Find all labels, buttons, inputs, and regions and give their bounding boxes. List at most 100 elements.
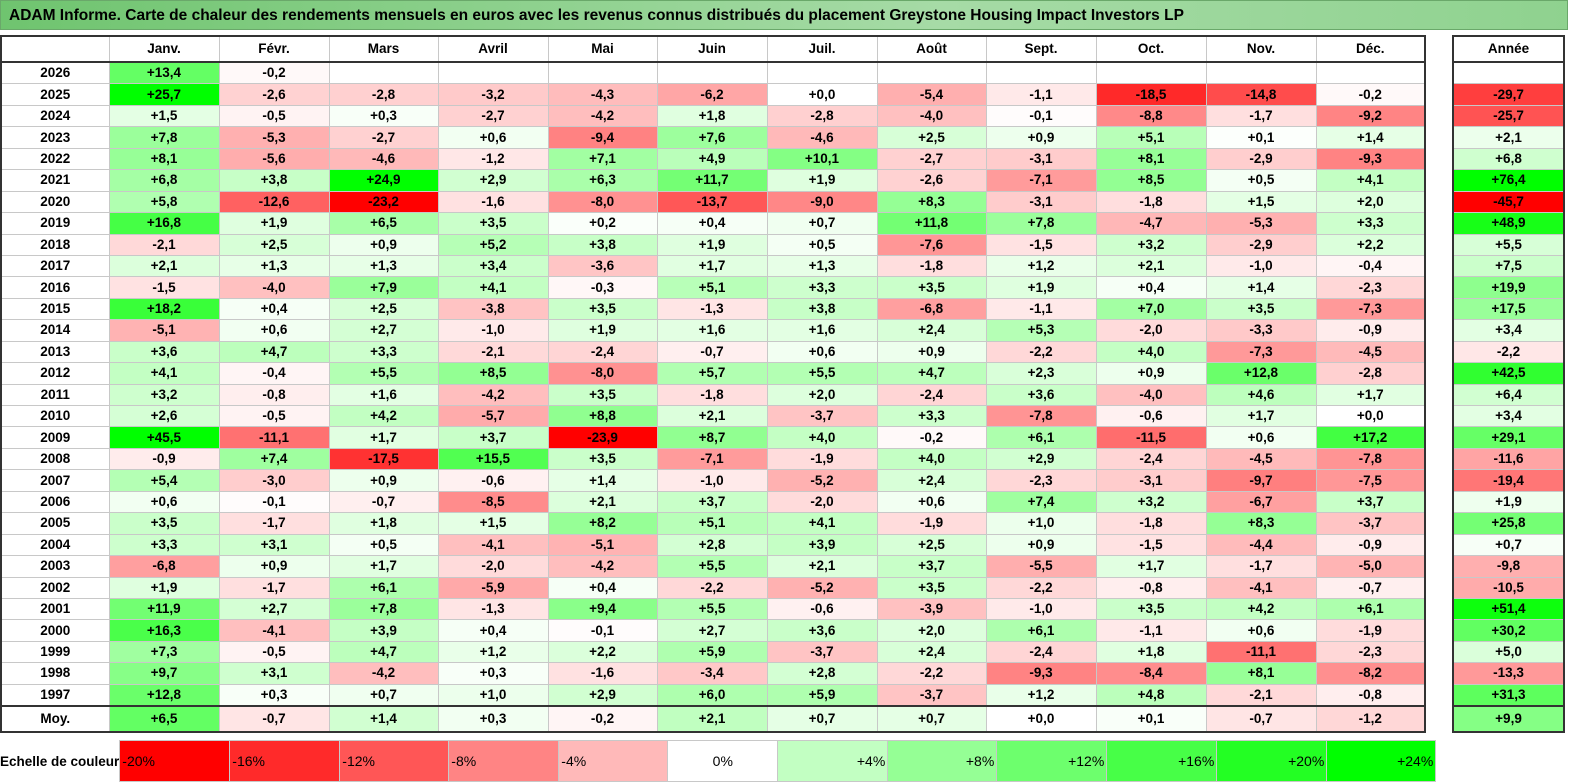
heatmap-cell: -2,8 [1315, 362, 1426, 385]
annual-cell: +6,8 [1452, 147, 1565, 171]
heatmap-cell: +3,7 [876, 555, 987, 578]
heatmap-cell: -8,8 [1095, 104, 1207, 128]
table-row: 1999 +7,3 -0,5 +4,7 +1,2 +2,2 +5,9 -3,7 +2,4 -2,4… [0, 640, 1426, 664]
heatmap-cell: -11,5 [1095, 426, 1207, 449]
heatmap-cell: +0,6 [876, 490, 987, 514]
heatmap-cell [876, 61, 987, 85]
annual-row: -9,8 [1452, 555, 1565, 578]
heatmap-cell: +0,7 [766, 212, 878, 235]
heatmap-cell: +7,0 [1095, 297, 1207, 321]
heatmap-cell: -0,4 [218, 362, 330, 385]
average-row: Moy. +6,5 -0,7 +1,4 +0,3 -0,2 +2,1 +0,7 +0,7 +0,0… [0, 705, 1426, 733]
heatmap-cell: +8,8 [547, 404, 658, 428]
heatmap-cell: -1,3 [437, 597, 549, 621]
heatmap-cell: +0,9 [328, 233, 439, 256]
heatmap-cell: +0,2 [547, 212, 658, 235]
heatmap-cell: -1,0 [985, 597, 1097, 621]
scale-swatch: -20% [119, 740, 231, 782]
heatmap-cell: +3,5 [437, 212, 549, 235]
heatmap-cell: -1,8 [1095, 512, 1207, 535]
scale-label: Echelle de couleur [0, 740, 120, 782]
year-label: 2016 [0, 276, 110, 299]
heatmap-cell: -1,7 [1205, 104, 1317, 128]
heatmap-cell: -2,3 [1315, 640, 1426, 664]
heatmap-cell: -2,1 [1205, 683, 1317, 707]
heatmap-cell [1315, 61, 1426, 85]
heatmap-cell: -0,2 [876, 426, 987, 449]
scale-swatch: +16% [1106, 740, 1218, 782]
heatmap-cell: +2,7 [328, 319, 439, 342]
heatmap-cell: -2,8 [328, 83, 439, 106]
heatmap-cell: -18,5 [1095, 83, 1207, 106]
heatmap-cell: +1,5 [1205, 190, 1317, 214]
table-row: 2003 -6,8 +0,9 +1,7 -2,0 -4,2 +5,5 +2,1 +3,7 -5,5… [0, 555, 1426, 578]
table-row: 2021 +6,8 +3,8 +24,9 +2,9 +6,3 +11,7 +1,9 -2,6 -7… [0, 169, 1426, 192]
year-label: 2008 [0, 447, 110, 471]
year-label: 2022 [0, 147, 110, 171]
annual-row: -13,3 [1452, 662, 1565, 685]
heatmap-cell: +3,5 [876, 276, 987, 299]
heatmap-cell: +0,5 [1205, 169, 1317, 192]
heatmap-cell: +16,3 [108, 619, 220, 642]
heatmap-cell: -12,6 [218, 190, 330, 214]
heatmap-cell: -0,7 [1315, 576, 1426, 599]
heatmap-cell: -3,7 [766, 640, 878, 664]
annual-row: +5,0 [1452, 640, 1565, 664]
heatmap-cell: +45,5 [108, 426, 220, 449]
heatmap-cell: -4,1 [218, 619, 330, 642]
heatmap-cell: -5,4 [876, 83, 987, 106]
month-header: Juin [656, 35, 768, 63]
annual-row: +25,8 [1452, 512, 1565, 535]
heatmap-cell: +1,3 [218, 254, 330, 278]
year-label: 2025 [0, 83, 110, 106]
month-header: Avril [437, 35, 549, 63]
annual-row: -45,7 [1452, 190, 1565, 214]
heatmap-cell: +3,3 [1315, 212, 1426, 235]
heatmap-cell: +1,2 [985, 254, 1097, 278]
scale-swatch: +4% [777, 740, 889, 782]
annual-row: -29,7 [1452, 83, 1565, 106]
table-row: 2019 +16,8 +1,9 +6,5 +3,5 +0,2 +0,4 +0,7 +11,8 +7… [0, 212, 1426, 235]
table-row: 2014 -5,1 +0,6 +2,7 -1,0 +1,9 +1,6 +1,6 +2,4 +5,3… [0, 319, 1426, 342]
heatmap-cell: -1,7 [218, 512, 330, 535]
heatmap-cell: -5,7 [437, 404, 549, 428]
average-cell: -0,2 [547, 705, 658, 733]
annual-cell: -29,7 [1452, 83, 1565, 106]
heatmap-cell: +6,1 [1315, 597, 1426, 621]
heatmap-cell: +4,7 [218, 340, 330, 364]
heatmap-cell: +3,7 [656, 490, 768, 514]
heatmap-cell: +4,9 [656, 147, 768, 171]
heatmap-cell: -8,0 [547, 190, 658, 214]
annual-average-cell: +9,9 [1452, 705, 1565, 733]
heatmap-cell: +2,5 [876, 533, 987, 557]
scale-swatch: 0% [667, 740, 779, 782]
heatmap-cell: +0,6 [218, 319, 330, 342]
heatmap-cell: -7,5 [1315, 469, 1426, 492]
heatmap-cell: -3,1 [985, 147, 1097, 171]
heatmap-cell: -0,6 [437, 469, 549, 492]
heatmap-cell: -5,1 [108, 319, 220, 342]
month-header: Févr. [218, 35, 330, 63]
heatmap-cell: -1,0 [656, 469, 768, 492]
annual-header: Année [1452, 35, 1565, 63]
heatmap-cell: +1,7 [328, 426, 439, 449]
heatmap-cell: +0,3 [437, 662, 549, 685]
table-row: 2015 +18,2 +0,4 +2,5 -3,8 +3,5 -1,3 +3,8 -6,8 -1,… [0, 297, 1426, 321]
heatmap-cell: -2,4 [547, 340, 658, 364]
heatmap-cell: +3,8 [766, 297, 878, 321]
heatmap-cell: +4,1 [437, 276, 549, 299]
heatmap-cell: -0,7 [328, 490, 439, 514]
heatmap-cell: +0,9 [985, 533, 1097, 557]
heatmap-cell: +8,1 [108, 147, 220, 171]
heatmap-cell: +7,8 [108, 126, 220, 149]
heatmap-cell: +2,9 [437, 169, 549, 192]
heatmap-cell: -6,8 [876, 297, 987, 321]
heatmap-cell: +3,9 [328, 619, 439, 642]
heatmap-cell: +8,2 [547, 512, 658, 535]
heatmap-cell: -5,1 [547, 533, 658, 557]
heatmap-cell: -0,2 [218, 61, 330, 85]
heatmap-cell: +8,3 [876, 190, 987, 214]
heatmap-cell: +0,7 [328, 683, 439, 707]
heatmap-cell: +2,3 [985, 362, 1097, 385]
heatmap-cell: -13,7 [656, 190, 768, 214]
